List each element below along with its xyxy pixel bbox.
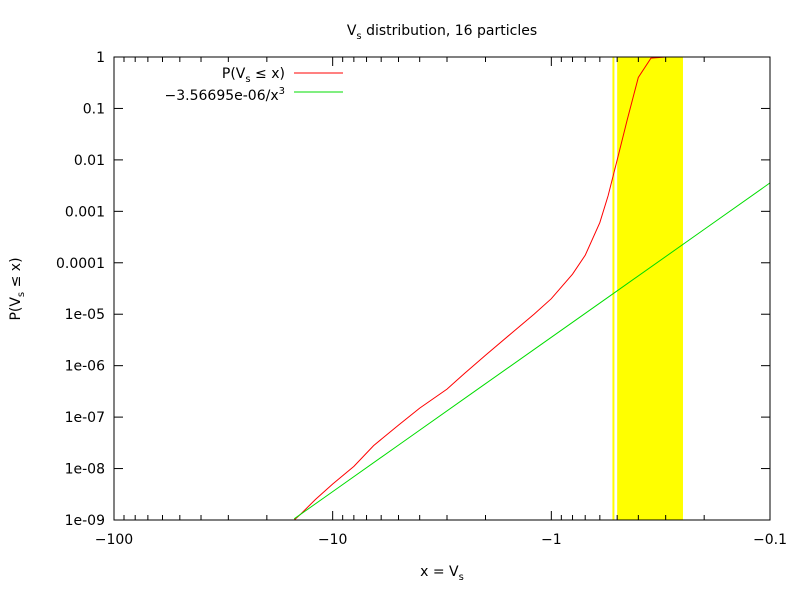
x-tick-label: −0.1 — [753, 532, 787, 548]
legend-label-series-2: −3.56695e-06/x3 — [165, 86, 285, 104]
y-tick-label: 1e-08 — [65, 462, 105, 478]
y-tick-label: 0.1 — [83, 101, 105, 117]
highlight-band — [617, 57, 683, 520]
highlight-band-layer — [612, 57, 683, 520]
series-layer — [293, 56, 771, 521]
y-tick-label: 1 — [96, 50, 105, 66]
y-tick-label: 0.01 — [74, 153, 105, 169]
x-tick-label: −1 — [541, 532, 562, 548]
x-axis-label: x = Vs — [420, 564, 464, 583]
x-tick-label: −10 — [318, 532, 348, 548]
legend: P(Vs ≤ x) −3.56695e-06/x3 — [165, 66, 343, 104]
y-tick-label: 1e-05 — [65, 307, 105, 323]
series-line-2 — [293, 182, 771, 520]
y-tick-label: 1e-07 — [65, 410, 105, 426]
plot-frame — [113, 56, 771, 521]
y-tick-label: 0.0001 — [56, 256, 105, 272]
series-line-1 — [293, 56, 666, 521]
y-tick-label: 0.001 — [65, 204, 105, 220]
x-tick-label: −100 — [95, 532, 133, 548]
legend-label-series-1: P(Vs ≤ x) — [222, 66, 285, 85]
y-axis-label: P(Vs ≤ x) — [8, 257, 27, 320]
y-tick-label: 1e-09 — [65, 513, 105, 529]
chart-title: Vs distribution, 16 particles — [347, 23, 537, 42]
tick-layer: 1e-09 1e-08 1e-07 1e-06 1e-05 0.0001 0.001 0.01… — [56, 50, 787, 548]
y-tick-label: 1e-06 — [65, 359, 105, 375]
